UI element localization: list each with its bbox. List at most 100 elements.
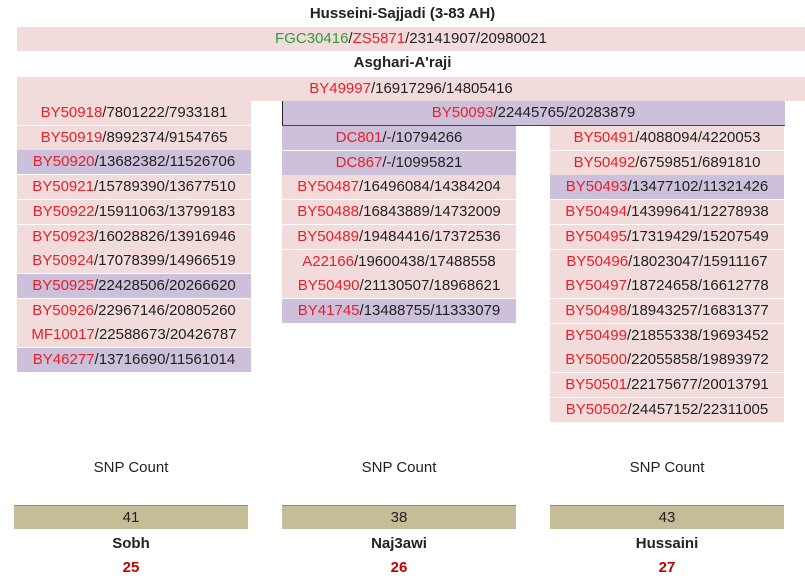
snp-id: BY50920 bbox=[32, 153, 95, 171]
snp-row: DC867/-/10995821 bbox=[282, 150, 516, 175]
snp-zs5871: ZS5871 bbox=[352, 30, 406, 47]
snp-id: BY50500 bbox=[565, 351, 627, 369]
snp-row: BY50923/16028826/13916946 bbox=[17, 224, 251, 249]
snp-positions: 6759851/6891810 bbox=[639, 153, 761, 171]
snp-positions: -/10794266 bbox=[386, 129, 463, 146]
snp-id: BY41745 bbox=[297, 301, 360, 319]
snp-positions: 21855338/19693452 bbox=[631, 326, 769, 344]
snp-row: BY50925/22428506/20266620 bbox=[17, 273, 251, 298]
snp-id: BY50922 bbox=[32, 202, 95, 220]
branch-positions: 22445765/20283879 bbox=[497, 104, 636, 121]
snp-positions: 19600438/17488558 bbox=[358, 252, 496, 270]
snp-positions: 13682382/11526706 bbox=[98, 153, 236, 171]
snp-row: BY50488/16843889/14732009 bbox=[282, 200, 516, 225]
snp-id: BY50491 bbox=[573, 129, 636, 146]
lineage-number: 27 bbox=[658, 559, 676, 576]
snp-positions: 15789390/13677510 bbox=[98, 178, 236, 196]
snp-positions: 19484416/17372536 bbox=[363, 227, 501, 245]
snp-id: BY50498 bbox=[565, 301, 627, 319]
snp-positions: 8992374/9154765 bbox=[106, 128, 228, 146]
snp-id: BY50497 bbox=[565, 277, 627, 295]
snp-row: BY50495/17319429/15207549 bbox=[550, 224, 784, 249]
snp-positions: 14399641/12278938 bbox=[631, 203, 769, 221]
snp-id: BY46277 bbox=[32, 351, 95, 368]
subclade-positions: 16917296/14805416 bbox=[375, 80, 513, 97]
lineage-number: 26 bbox=[390, 559, 408, 576]
snp-row: BY50919/8992374/9154765 bbox=[17, 125, 251, 150]
snp-positions: 16496084/14384204 bbox=[363, 178, 501, 196]
snp-row: DC801/-/10794266 bbox=[282, 126, 516, 150]
snp-count-value: 41 bbox=[14, 505, 248, 529]
lineage-name: Hussaini bbox=[635, 535, 699, 552]
snp-row: BY50500/22055858/19893972 bbox=[550, 348, 784, 373]
snp-positions: 13716690/11561014 bbox=[98, 351, 236, 368]
snp-positions: 22588673/20426787 bbox=[98, 326, 237, 344]
snp-id: BY50495 bbox=[565, 227, 627, 245]
snp-id: BY50501 bbox=[565, 376, 627, 393]
root-snp-row: FGC30416/ZS5871/23141907/20980021 bbox=[17, 27, 805, 51]
snp-id: BY50490 bbox=[297, 277, 360, 295]
snp-id: BY50492 bbox=[573, 153, 636, 171]
snp-row: A22166/19600438/17488558 bbox=[282, 249, 516, 274]
snp-positions: 22055858/19893972 bbox=[631, 351, 769, 369]
snp-positions: -/10995821 bbox=[386, 153, 463, 171]
snp-id: BY50923 bbox=[32, 227, 94, 245]
snp-positions: 21130507/18968621 bbox=[363, 277, 501, 295]
snp-row: BY46277/13716690/11561014 bbox=[17, 348, 251, 372]
snp-positions: 13477102/11321426 bbox=[631, 178, 769, 196]
snp-row: BY50491/4088094/4220053 bbox=[550, 126, 784, 150]
snp-row: BY50501/22175677/20013791 bbox=[550, 373, 784, 397]
tree-title: Husseini-Sajjadi (3-83 AH) bbox=[309, 5, 496, 22]
snp-row: BY50502/24457152/22311005 bbox=[550, 397, 784, 422]
root-positions: 23141907/20980021 bbox=[409, 30, 547, 47]
lineage-name: Sobh bbox=[112, 535, 150, 552]
snp-positions: 17319429/15207549 bbox=[631, 227, 769, 245]
snp-id: BY50494 bbox=[565, 203, 627, 221]
snp-id: BY50918 bbox=[40, 104, 103, 121]
snp-positions: 17078399/14966519 bbox=[98, 252, 236, 270]
snp-id: A22166 bbox=[302, 252, 354, 270]
snp-id: BY50919 bbox=[40, 128, 103, 146]
snp-id: BY50488 bbox=[297, 203, 359, 221]
snp-positions: 22175677/20013791 bbox=[631, 376, 769, 393]
snp-id: BY50489 bbox=[297, 227, 359, 245]
subclade-title: Asghari-A'raji bbox=[353, 54, 452, 71]
subclade-snp-row: BY49997/16917296/14805416 bbox=[17, 77, 805, 101]
snp-row: BY50494/14399641/12278938 bbox=[550, 200, 784, 225]
snp-row: BY50492/6759851/6891810 bbox=[550, 150, 784, 175]
lineage-number: 25 bbox=[122, 559, 140, 576]
snp-row: MF10017/22588673/20426787 bbox=[17, 323, 251, 348]
snp-positions: 16028826/13916946 bbox=[98, 227, 236, 245]
snp-by49997: BY49997 bbox=[309, 80, 371, 97]
snp-positions: 18943257/16831377 bbox=[631, 301, 769, 319]
snp-positions: 18724658/16612778 bbox=[631, 277, 769, 295]
snp-count-label: SNP Count bbox=[629, 459, 705, 476]
snp-positions: 22967146/20805260 bbox=[98, 301, 236, 319]
snp-id: BY50925 bbox=[32, 276, 94, 294]
branch-snp-row: BY50093/22445765/20283879 bbox=[282, 101, 785, 125]
snp-id: BY50487 bbox=[297, 178, 359, 196]
snp-row: BY50498/18943257/16831377 bbox=[550, 298, 784, 323]
snp-row: BY50497/18724658/16612778 bbox=[550, 274, 784, 299]
snp-positions: 15911063/13799183 bbox=[98, 202, 236, 220]
snp-positions: 13488755/11333079 bbox=[363, 301, 501, 319]
snp-id: BY50921 bbox=[32, 178, 94, 196]
snp-row: BY50493/13477102/11321426 bbox=[550, 175, 784, 200]
snp-count-label: SNP Count bbox=[93, 459, 169, 476]
snp-row: BY50487/16496084/14384204 bbox=[282, 175, 516, 200]
snp-positions: 18023047/15911167 bbox=[632, 252, 768, 270]
branch-divider bbox=[282, 125, 785, 126]
snp-count-value: 38 bbox=[282, 505, 516, 529]
snp-row: BY50918/7801222/7933181 bbox=[17, 101, 251, 125]
lineage-name: Naj3awi bbox=[371, 535, 427, 552]
branch-left-edge bbox=[282, 101, 283, 125]
snp-id: BY50926 bbox=[32, 301, 94, 319]
snp-row: BY50489/19484416/17372536 bbox=[282, 224, 516, 249]
snp-row: BY50926/22967146/20805260 bbox=[17, 298, 251, 323]
snp-row: BY50921/15789390/13677510 bbox=[17, 175, 251, 200]
snp-id: BY50924 bbox=[32, 252, 94, 270]
snp-by50093: BY50093 bbox=[431, 104, 494, 121]
snp-id: DC867 bbox=[335, 153, 383, 171]
snp-positions: 22428506/20266620 bbox=[98, 276, 236, 294]
snp-row: BY50490/21130507/18968621 bbox=[282, 274, 516, 299]
